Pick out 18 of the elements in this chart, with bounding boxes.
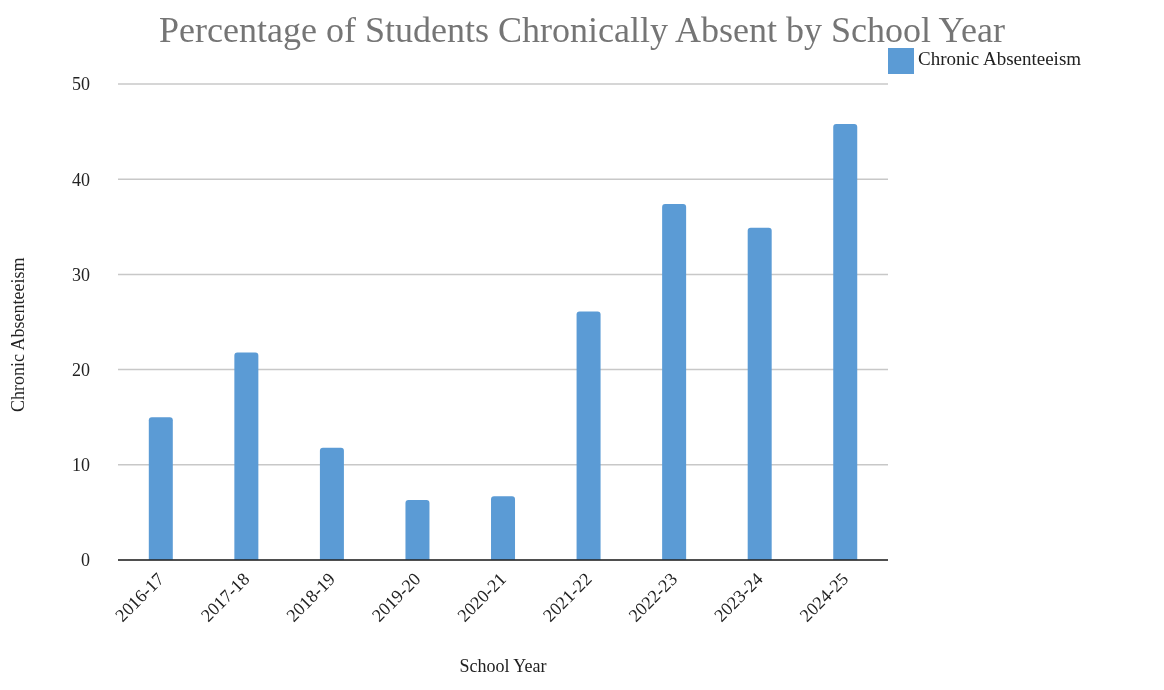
bar <box>234 352 259 560</box>
y-tick-label: 40 <box>72 169 90 190</box>
y-tick-label: 30 <box>72 264 90 285</box>
bar <box>747 227 772 560</box>
bar <box>491 496 516 560</box>
bar <box>319 447 344 560</box>
bar <box>405 500 430 560</box>
bar <box>833 123 858 560</box>
bar <box>662 203 687 560</box>
y-tick-label: 0 <box>81 550 90 571</box>
y-tick-label: 50 <box>72 74 90 95</box>
bar <box>576 311 601 560</box>
x-axis-title: School Year <box>459 656 547 676</box>
legend-label: Chronic Absenteeism <box>918 48 1082 70</box>
y-tick-label: 20 <box>72 359 90 380</box>
bar <box>148 417 173 560</box>
y-tick-label: 10 <box>72 455 90 476</box>
y-axis-title: Chronic Absenteeism <box>8 257 29 412</box>
